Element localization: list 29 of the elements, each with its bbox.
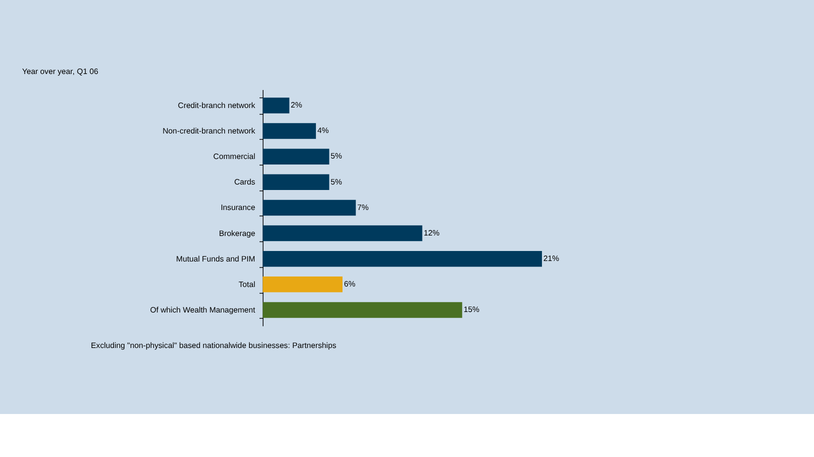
- y-tick-label: Brokerage: [218, 228, 256, 238]
- bar: [262, 276, 343, 292]
- text: Excluding "non-physical" based nationalwide businesses: Partnerships: [90, 341, 336, 350]
- y-tick-label: Non-credit-branch network: [162, 126, 256, 136]
- y-tick-label: Total: [238, 280, 256, 289]
- data-label: 6%: [344, 280, 356, 289]
- data-label: 7%: [357, 202, 369, 212]
- bar: [262, 174, 330, 190]
- bar: [262, 225, 422, 242]
- bar: [262, 98, 290, 114]
- bar: [262, 250, 542, 267]
- y-tick-label: Of which Wealth Management: [150, 305, 256, 314]
- data-label: 5%: [330, 177, 342, 186]
- data-label: 5%: [330, 152, 342, 161]
- bar: [262, 200, 356, 216]
- data-label: 4%: [317, 126, 329, 136]
- y-tick-label: Insurance: [220, 203, 256, 212]
- y-tick-label: Credit-branch network: [178, 100, 256, 110]
- y-tick-label: Commercial: [213, 152, 256, 162]
- bar: [262, 148, 330, 164]
- y-tick-label: Cards: [234, 178, 256, 187]
- text: Year over year, Q1 06: [22, 66, 99, 76]
- y-tick-label: Mutual Funds and PIM: [176, 254, 256, 264]
- data-label: 15%: [464, 305, 480, 314]
- data-label: 21%: [543, 254, 560, 263]
- data-label: 12%: [424, 228, 440, 238]
- bar: [262, 302, 462, 318]
- data-label: 2%: [290, 100, 302, 110]
- bar: [262, 123, 316, 139]
